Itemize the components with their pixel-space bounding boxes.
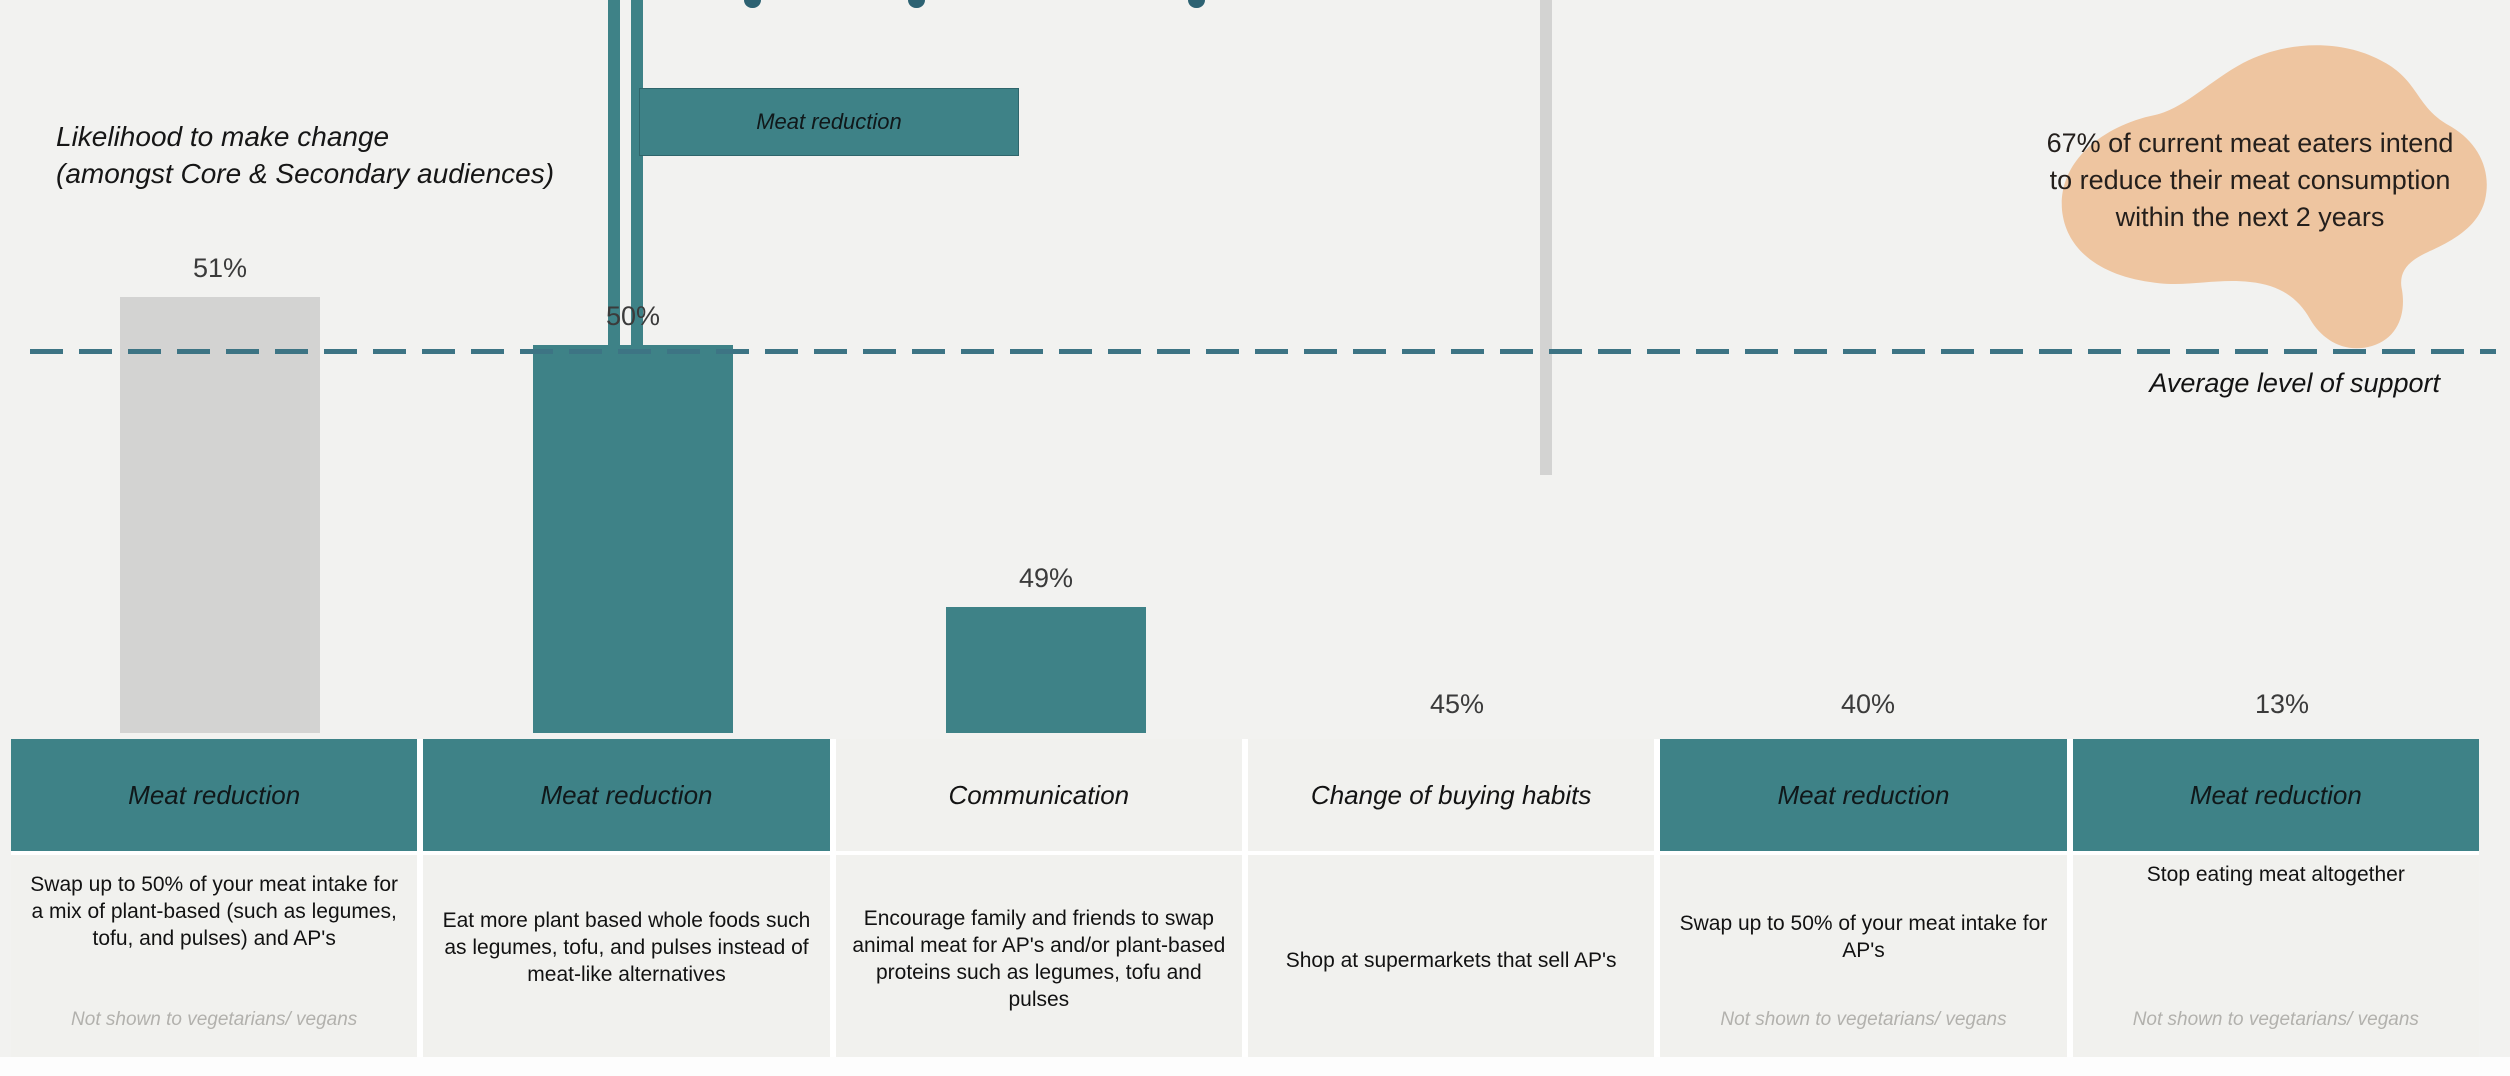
title-remnant-mark xyxy=(744,0,761,8)
bar-value-label: 40% xyxy=(1840,689,1896,719)
title-remnant-mark xyxy=(1540,0,1552,475)
category-description: Eat more plant based whole foods such as… xyxy=(442,909,811,986)
category-note: Not shown to vegetarians/ vegans xyxy=(1720,1009,2007,1030)
bar-value-label: 51% xyxy=(192,253,248,283)
category-description: Swap up to 50% of your meat intake for A… xyxy=(1679,912,2048,962)
category-note: Not shown to vegetarians/ vegans xyxy=(2132,1009,2419,1030)
title-remnant-mark xyxy=(908,0,925,8)
category-note: Not shown to vegetarians/ vegans xyxy=(71,1009,358,1030)
title-remnant-mark xyxy=(1188,0,1205,8)
bar-slot: 45% xyxy=(1357,689,1557,733)
chart-subtitle-line2: (amongst Core & Secondary audiences) xyxy=(56,158,555,189)
legend-chip: Meat reduction xyxy=(639,88,1019,156)
bar-slot: 50% xyxy=(533,301,733,733)
category-description: Encourage family and friends to swap ani… xyxy=(852,907,1226,1011)
category-column: Communication Encourage family and frien… xyxy=(835,739,1242,1057)
category-body: Encourage family and friends to swap ani… xyxy=(835,855,1242,1057)
category-description: Shop at supermarkets that sell AP's xyxy=(1285,949,1617,972)
bar-value-label: 45% xyxy=(1429,689,1485,719)
category-description: Swap up to 50% of your meat intake for a… xyxy=(30,873,399,950)
category-panel: Meat reduction Swap up to 50% of your me… xyxy=(11,739,2479,1057)
category-header: Meat reduction xyxy=(11,739,418,851)
bar-value-label: 49% xyxy=(1018,563,1074,593)
category-body: Stop eating meat altogether Not shown to… xyxy=(2072,855,2479,1057)
average-line-label: Average level of support xyxy=(2149,368,2440,398)
category-header: Meat reduction xyxy=(423,739,830,851)
category-column: Change of buying habits Shop at supermar… xyxy=(1247,739,1655,1057)
category-body: Swap up to 50% of your meat intake for a… xyxy=(11,855,418,1057)
bar-value-label: 13% xyxy=(2254,689,2310,719)
chart-subtitle: Likelihood to make change (amongst Core … xyxy=(56,118,554,192)
bar xyxy=(946,607,1146,733)
category-column: Meat reduction Swap up to 50% of your me… xyxy=(11,739,418,1057)
category-header: Meat reduction xyxy=(2072,739,2479,851)
bar-slot: 13% xyxy=(2182,689,2382,733)
category-body: Shop at supermarkets that sell AP's xyxy=(1247,855,1655,1057)
blob-shape xyxy=(2061,45,2487,349)
category-description: Stop eating meat altogether xyxy=(2146,863,2405,886)
bar-slot: 49% xyxy=(946,563,1146,733)
category-header: Communication xyxy=(835,739,1242,851)
category-body: Swap up to 50% of your meat intake for A… xyxy=(1660,855,2067,1057)
category-column: Meat reduction Eat more plant based whol… xyxy=(423,739,830,1057)
bar-slot: 51% xyxy=(120,253,320,733)
callout-blob: 67% of current meat eaters intend to red… xyxy=(2000,20,2500,360)
callout-text: 67% of current meat eaters intend to red… xyxy=(2046,128,2454,232)
category-header: Change of buying habits xyxy=(1247,739,1655,851)
category-column: Meat reduction Stop eating meat altogeth… xyxy=(2072,739,2479,1057)
category-header: Meat reduction xyxy=(1660,739,2067,851)
bar-value-label: 50% xyxy=(605,301,661,331)
legend-label: Meat reduction xyxy=(756,109,902,134)
bar-slot: 40% xyxy=(1768,689,1968,733)
bottom-white-strip xyxy=(0,1057,2510,1076)
chart-subtitle-line1: Likelihood to make change xyxy=(56,121,390,152)
category-column: Meat reduction Swap up to 50% of your me… xyxy=(1660,739,2067,1057)
bar xyxy=(533,345,733,733)
category-body: Eat more plant based whole foods such as… xyxy=(423,855,830,1057)
bar xyxy=(120,297,320,733)
average-reference-line xyxy=(30,349,2496,354)
